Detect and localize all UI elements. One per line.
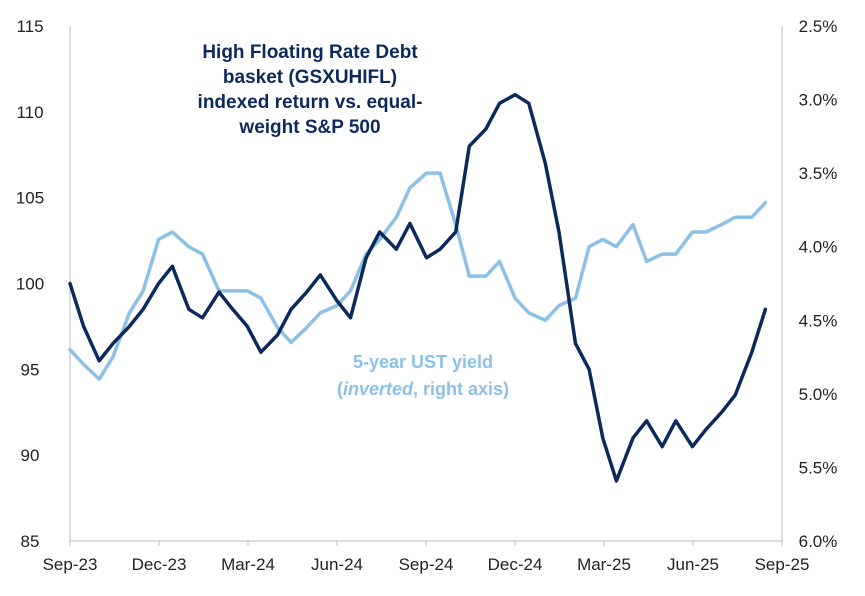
- left-tick-label: 85: [21, 532, 40, 551]
- x-axis-ticks: Sep-23 Dec-23 Mar-24 Jun-24 Sep-24 Dec-24 Mar-…: [43, 541, 810, 574]
- left-tick-label: 110: [16, 103, 43, 122]
- annotation-light-inverted: inverted: [343, 379, 414, 399]
- right-tick-label: 4.0%: [799, 238, 838, 257]
- x-tick-label: Mar-25: [577, 555, 631, 574]
- x-tick-label: Jun-24: [311, 555, 363, 574]
- x-tick-label: Dec-23: [132, 555, 187, 574]
- annotation-dark-line-1: High Floating Rate Debt: [202, 42, 418, 63]
- x-tick-label: Mar-24: [221, 555, 275, 574]
- left-axis-ticks: 115 110 105 100 95 90 85: [16, 17, 44, 551]
- annotation-dark-line-4: weight S&P 500: [238, 117, 380, 138]
- left-tick-label: 90: [21, 446, 40, 465]
- x-tick-label: Jun-25: [667, 555, 719, 574]
- left-tick-label: 95: [21, 360, 40, 379]
- x-tick-label: Dec-24: [488, 555, 543, 574]
- left-tick-label: 105: [16, 189, 44, 208]
- right-tick-label: 6.0%: [799, 532, 838, 551]
- ust-yield-line: [68, 171, 768, 381]
- right-tick-label: 2.5%: [799, 17, 838, 36]
- annotation-light-line-1: 5-year UST yield: [353, 352, 493, 372]
- annotation-light-right-axis: , right axis): [413, 379, 509, 399]
- left-tick-label: 115: [16, 17, 43, 36]
- right-tick-label: 4.5%: [799, 311, 838, 330]
- x-tick-label: Sep-23: [43, 555, 98, 574]
- right-tick-label: 5.0%: [799, 385, 838, 404]
- annotation-dark-line-3: indexed return vs. equal-: [198, 92, 423, 113]
- floating-rate-basket-line: [68, 92, 768, 483]
- right-tick-label: 3.5%: [799, 164, 838, 183]
- annotation-light-open-paren: (: [337, 379, 343, 399]
- x-tick-label: Sep-25: [755, 555, 810, 574]
- annotation-dark-line-2: basket (GSXUHIFL): [223, 67, 397, 88]
- left-tick-label: 100: [16, 275, 44, 294]
- x-tick-label: Sep-24: [399, 555, 454, 574]
- right-tick-label: 5.5%: [799, 458, 838, 477]
- right-tick-label: 3.0%: [799, 91, 838, 110]
- series-lines: [68, 92, 768, 483]
- annotation-light-line-2: (inverted, right axis): [337, 379, 509, 399]
- right-axis-ticks: 2.5% 3.0% 3.5% 4.0% 4.5% 5.0% 5.5% 6.0%: [799, 17, 838, 551]
